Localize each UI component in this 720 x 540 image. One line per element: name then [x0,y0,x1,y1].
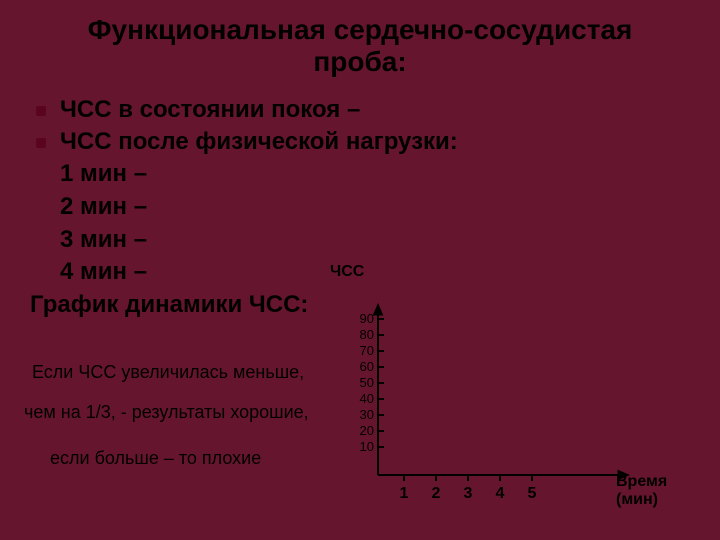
chart-y-tick: 10 [350,439,374,454]
bullet-icon [36,138,46,148]
note-line-1: Если ЧСС увеличилась меньше, [32,362,304,384]
chart-y-tick: 20 [350,423,374,438]
chart: ЧСС 908070605040302010 12345 Время (мин) [338,275,710,535]
chart-y-tick: 60 [350,359,374,374]
bullet-text-2: ЧСС после физической нагрузки: [60,128,458,156]
chart-x-label: Время (мин) [616,473,710,509]
subline-3: 3 мин – [60,226,147,254]
subline-4: 4 мин – [60,258,147,286]
subline-2: 2 мин – [60,193,147,221]
bullet-icon [36,106,46,116]
chart-y-tick: 80 [350,327,374,342]
bullet-row-2: ЧСС после физической нагрузки: [36,128,458,156]
bullet-text-1: ЧСС в состоянии покоя – [60,96,360,124]
chart-x-tick: 2 [428,485,444,503]
chart-y-tick: 70 [350,343,374,358]
graph-caption: График динамики ЧСС: [30,291,308,319]
chart-y-tick: 90 [350,311,374,326]
note-line-2: чем на 1/3, - результаты хорошие, [24,402,309,424]
chart-x-tick: 3 [460,485,476,503]
chart-x-tick: 1 [396,485,412,503]
chart-y-tick: 30 [350,407,374,422]
page-title: Функциональная сердечно-сосудистая проба… [40,14,680,78]
slide: Функциональная сердечно-сосудистая проба… [0,0,720,540]
chart-x-tick: 4 [492,485,508,503]
note-line-3: если больше – то плохие [50,448,261,470]
chart-x-tick: 5 [524,485,540,503]
chart-axes [338,275,658,505]
chart-y-tick: 50 [350,375,374,390]
chart-y-tick: 40 [350,391,374,406]
subline-1: 1 мин – [60,160,147,188]
bullet-row-1: ЧСС в состоянии покоя – [36,96,360,124]
